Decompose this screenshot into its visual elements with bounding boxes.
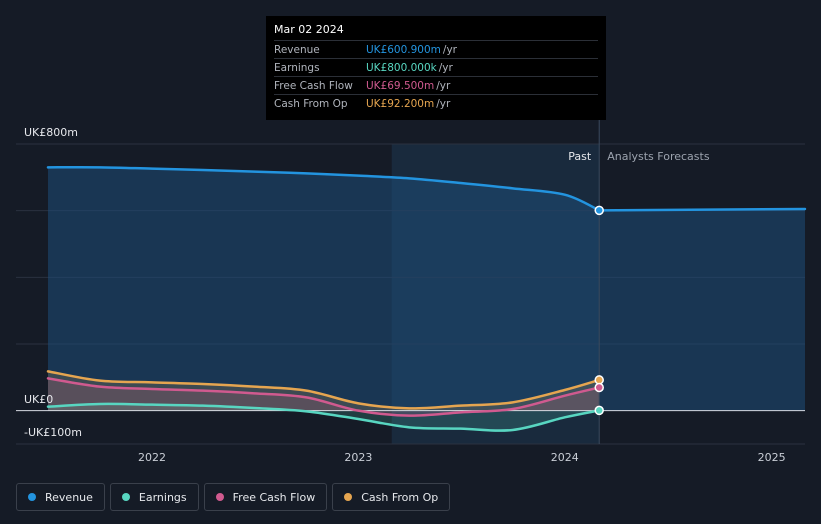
y-axis-label-zero: UK£0 bbox=[24, 393, 53, 406]
tooltip-unit: /yr bbox=[442, 43, 457, 56]
y-axis-label-bottom: -UK£100m bbox=[24, 426, 82, 439]
tooltip-unit: /yr bbox=[438, 61, 453, 74]
legend: Revenue Earnings Free Cash Flow Cash Fro… bbox=[16, 483, 451, 511]
highlight-point-cash-from-op bbox=[594, 375, 604, 385]
legend-item-free-cash-flow[interactable]: Free Cash Flow bbox=[203, 483, 328, 511]
x-tick-label: 2023 bbox=[344, 451, 372, 464]
series-line-revenue bbox=[46, 165, 601, 212]
series-line-cash-from-op bbox=[46, 370, 601, 410]
tooltip-row-revenue: Revenue UK£600.900m /yr bbox=[274, 40, 598, 58]
tooltip-row-earnings: Earnings UK£800.000k /yr bbox=[274, 58, 598, 76]
chart: UK£800m UK£0 -UK£100m Past Analysts Forecast… bbox=[16, 118, 807, 464]
tooltip-row-free-cash-flow: Free Cash Flow UK£69.500m /yr bbox=[274, 76, 598, 94]
tooltip-value: UK£69.500m bbox=[366, 79, 435, 92]
series-line-earnings bbox=[46, 402, 601, 432]
tooltip-row-cash-from-op: Cash From Op UK£92.200m /yr bbox=[274, 94, 598, 112]
tooltip-value: UK£92.200m bbox=[366, 97, 435, 110]
legend-dot-icon bbox=[28, 493, 36, 501]
x-tick-label: 2022 bbox=[138, 451, 166, 464]
legend-dot-icon bbox=[344, 493, 353, 501]
tooltip-value: UK£800.000k bbox=[366, 61, 437, 74]
legend-label: Cash From Op bbox=[361, 490, 439, 504]
series-line-revenue-forecast bbox=[597, 207, 807, 212]
legend-label: Free Cash Flow bbox=[232, 490, 316, 504]
tooltip-value: UK£600.900m bbox=[366, 43, 441, 56]
legend-dot-icon bbox=[121, 493, 130, 501]
x-tick-label: 2024 bbox=[551, 451, 579, 464]
tooltip: Mar 02 2024 Revenue UK£600.900m /yr Earn… bbox=[266, 16, 606, 120]
highlight-point-earnings bbox=[594, 405, 604, 416]
tooltip-date: Mar 02 2024 bbox=[274, 23, 344, 36]
revenue-area bbox=[48, 167, 805, 411]
forecast-label: Analysts Forecasts bbox=[607, 150, 710, 163]
y-axis-label-top: UK£800m bbox=[24, 126, 78, 139]
tooltip-unit: /yr bbox=[436, 79, 451, 92]
legend-item-revenue[interactable]: Revenue bbox=[16, 483, 105, 511]
legend-item-cash-from-op[interactable]: Cash From Op bbox=[332, 483, 451, 511]
tooltip-label: Earnings bbox=[274, 61, 320, 74]
tooltip-label: Free Cash Flow bbox=[274, 79, 353, 92]
tooltip-label: Cash From Op bbox=[274, 97, 348, 110]
highlight-point-revenue bbox=[594, 205, 604, 216]
legend-label: Earnings bbox=[138, 490, 187, 504]
series-line-free-cash-flow bbox=[46, 377, 601, 417]
past-label: Past bbox=[568, 150, 592, 163]
highlight-point-free-cash-flow bbox=[594, 382, 604, 393]
legend-dot-icon bbox=[215, 493, 224, 501]
legend-label: Revenue bbox=[45, 490, 93, 504]
tooltip-unit: /yr bbox=[436, 97, 451, 110]
series-area-cash-from-op bbox=[48, 371, 600, 411]
legend-item-earnings[interactable]: Earnings bbox=[109, 483, 199, 511]
x-tick-label: 2025 bbox=[758, 451, 786, 464]
tooltip-label: Revenue bbox=[274, 43, 320, 56]
